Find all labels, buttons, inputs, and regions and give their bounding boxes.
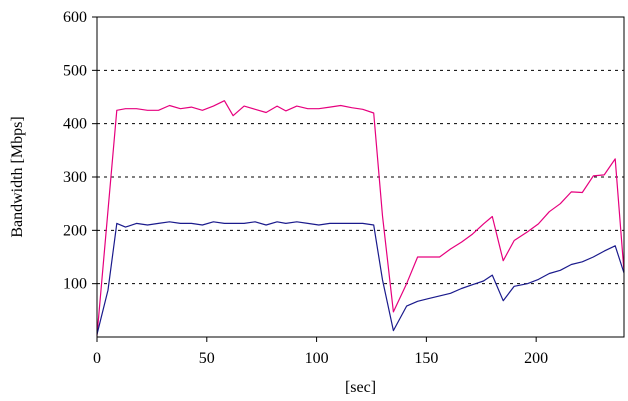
y-axis-title: Bandwidth [Mbps] [9, 116, 26, 237]
x-tick-label-4: 200 [524, 350, 548, 367]
y-tick-label-0: 100 [63, 276, 87, 293]
gridlines [97, 69, 624, 285]
x-axis-title: [sec] [345, 379, 376, 396]
y-tick-label-5: 600 [63, 9, 87, 26]
x-tick-label-2: 100 [305, 350, 329, 367]
x-tick-label-1: 50 [199, 350, 215, 367]
x-tick-label-0: 0 [93, 350, 101, 367]
series-lines [96, 100, 625, 336]
series-line-2 [96, 221, 625, 335]
y-tick-label-3: 400 [63, 116, 87, 133]
axis-ticks: 100 200 300 400 500 600 0 50 100 150 200 [63, 9, 548, 367]
x-tick-label-3: 150 [414, 350, 438, 367]
y-tick-label-4: 500 [63, 62, 87, 79]
y-tick-label-2: 300 [63, 169, 87, 186]
series-line-1 [96, 100, 625, 336]
y-tick-label-1: 200 [63, 222, 87, 239]
